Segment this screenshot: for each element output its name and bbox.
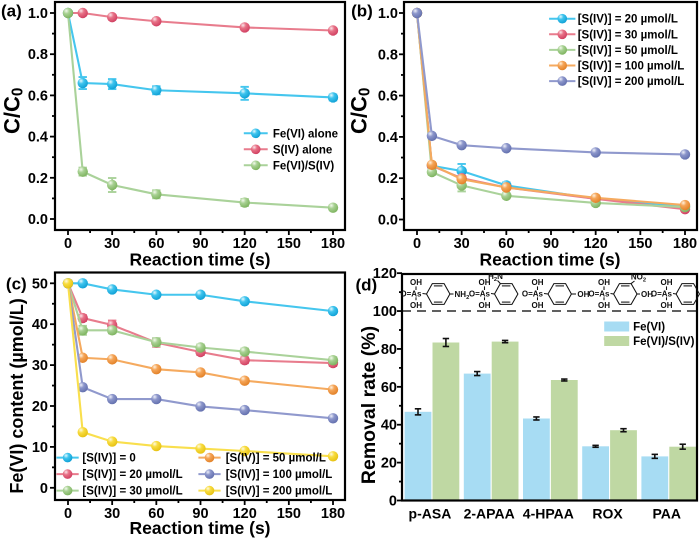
svg-text:60: 60 — [498, 236, 514, 252]
svg-text:0.0: 0.0 — [378, 213, 398, 229]
svg-text:150: 150 — [628, 236, 652, 252]
svg-text:OH: OH — [410, 301, 422, 310]
svg-text:0.2: 0.2 — [378, 171, 398, 187]
svg-text:150: 150 — [277, 236, 301, 252]
svg-text:O=As: O=As — [469, 289, 491, 298]
svg-text:0.2: 0.2 — [28, 171, 48, 187]
svg-text:[S(IV)] = 20 µmol/L: [S(IV)] = 20 µmol/L — [578, 14, 678, 26]
svg-text:(d): (d) — [355, 276, 377, 295]
svg-text:O=As: O=As — [651, 289, 673, 298]
svg-text:10: 10 — [32, 440, 48, 456]
svg-text:ROX: ROX — [592, 506, 623, 522]
svg-text:Fe(VI) content (µmol/L): Fe(VI) content (µmol/L) — [7, 298, 27, 493]
svg-text:0.6: 0.6 — [28, 88, 48, 104]
svg-text:OH: OH — [479, 278, 491, 287]
svg-text:0: 0 — [64, 236, 72, 252]
svg-text:0: 0 — [389, 494, 397, 510]
svg-text:OH: OH — [641, 290, 653, 299]
svg-text:20: 20 — [381, 456, 397, 472]
svg-text:C/C0: C/C0 — [347, 88, 374, 134]
svg-text:90: 90 — [192, 506, 208, 522]
svg-text:0.0: 0.0 — [28, 212, 48, 228]
svg-text:Fe(VI)/S(IV): Fe(VI)/S(IV) — [633, 336, 695, 348]
svg-text:OH: OH — [661, 278, 673, 287]
svg-text:[S(IV)] = 0: [S(IV)] = 0 — [82, 453, 135, 465]
svg-text:O=As: O=As — [522, 289, 544, 298]
svg-text:30: 30 — [104, 506, 120, 522]
svg-text:[S(IV)] = 200 µmol/L: [S(IV)] = 200 µmol/L — [226, 486, 333, 498]
svg-text:NO2: NO2 — [631, 273, 646, 284]
svg-text:60: 60 — [381, 380, 397, 396]
svg-text:20: 20 — [32, 399, 48, 415]
svg-text:(b): (b) — [351, 2, 373, 21]
svg-text:OH: OH — [532, 301, 544, 310]
svg-text:[S(IV)] = 100 µmol/L: [S(IV)] = 100 µmol/L — [226, 469, 333, 481]
svg-text:40: 40 — [381, 418, 397, 434]
svg-text:p-ASA: p-ASA — [409, 506, 452, 522]
svg-text:[S(IV)] = 50 µmol/L: [S(IV)] = 50 µmol/L — [226, 453, 326, 465]
svg-text:180: 180 — [321, 506, 345, 522]
svg-text:50: 50 — [32, 276, 48, 292]
svg-text:0: 0 — [40, 481, 48, 497]
svg-text:(a): (a) — [1, 2, 22, 21]
svg-text:O=As: O=As — [400, 289, 422, 298]
svg-text:OH: OH — [577, 290, 589, 299]
svg-text:S(IV) alone: S(IV) alone — [273, 144, 332, 156]
svg-text:OH: OH — [410, 278, 422, 287]
svg-text:40: 40 — [32, 317, 48, 333]
svg-text:180: 180 — [673, 236, 697, 252]
svg-text:0.6: 0.6 — [378, 89, 398, 105]
svg-text:OH: OH — [661, 301, 673, 310]
svg-text:C/C0: C/C0 — [0, 88, 27, 134]
svg-text:[S(IV)] = 50 µmol/L: [S(IV)] = 50 µmol/L — [578, 45, 678, 57]
svg-text:90: 90 — [543, 236, 559, 252]
svg-text:Removal rate (%): Removal rate (%) — [358, 326, 380, 484]
svg-text:OH: OH — [479, 301, 491, 310]
svg-text:80: 80 — [381, 342, 397, 358]
svg-text:30: 30 — [104, 236, 120, 252]
svg-text:[S(IV)] = 30 µmol/L: [S(IV)] = 30 µmol/L — [82, 486, 182, 498]
svg-text:60: 60 — [148, 506, 164, 522]
svg-text:150: 150 — [277, 506, 301, 522]
svg-text:120: 120 — [233, 506, 257, 522]
svg-text:Reaction time (s): Reaction time (s) — [480, 250, 621, 270]
svg-text:2-APAA: 2-APAA — [464, 506, 515, 522]
svg-text:1.0: 1.0 — [28, 6, 48, 22]
svg-text:[S(IV)] = 20 µmol/L: [S(IV)] = 20 µmol/L — [82, 469, 182, 481]
svg-text:OH: OH — [532, 278, 544, 287]
svg-text:[S(IV)] = 30 µmol/L: [S(IV)] = 30 µmol/L — [578, 29, 678, 41]
svg-text:[S(IV)] = 100 µmol/L: [S(IV)] = 100 µmol/L — [578, 61, 685, 73]
svg-text:PAA: PAA — [652, 506, 681, 522]
svg-text:120: 120 — [584, 236, 608, 252]
svg-text:0.8: 0.8 — [378, 47, 398, 63]
svg-text:[S(IV)] = 200 µmol/L: [S(IV)] = 200 µmol/L — [578, 76, 685, 88]
svg-text:120: 120 — [373, 266, 397, 282]
svg-text:180: 180 — [321, 236, 345, 252]
svg-text:Fe(VI)/S(IV): Fe(VI)/S(IV) — [273, 160, 335, 172]
svg-text:4-HPAA: 4-HPAA — [523, 506, 574, 522]
svg-text:0.4: 0.4 — [28, 130, 48, 146]
svg-text:90: 90 — [192, 236, 208, 252]
svg-text:Fe(VI): Fe(VI) — [633, 322, 665, 334]
svg-text:Reaction time (s): Reaction time (s) — [130, 250, 271, 270]
svg-text:0: 0 — [413, 236, 421, 252]
svg-text:OH: OH — [598, 301, 610, 310]
svg-text:O=As: O=As — [588, 289, 610, 298]
svg-text:30: 30 — [454, 236, 470, 252]
svg-text:0.8: 0.8 — [28, 47, 48, 63]
svg-text:100: 100 — [373, 304, 397, 320]
svg-text:0.4: 0.4 — [378, 130, 398, 146]
svg-text:OH: OH — [598, 278, 610, 287]
svg-text:NH2: NH2 — [455, 290, 470, 301]
svg-text:30: 30 — [32, 358, 48, 374]
svg-text:H2N: H2N — [488, 272, 503, 283]
svg-text:Reaction time (s): Reaction time (s) — [130, 518, 271, 538]
svg-text:(c): (c) — [6, 275, 27, 294]
svg-text:1.0: 1.0 — [378, 6, 398, 22]
svg-text:0: 0 — [64, 506, 72, 522]
svg-text:120: 120 — [233, 236, 257, 252]
svg-text:60: 60 — [148, 236, 164, 252]
svg-text:Fe(VI) alone: Fe(VI) alone — [273, 128, 338, 140]
